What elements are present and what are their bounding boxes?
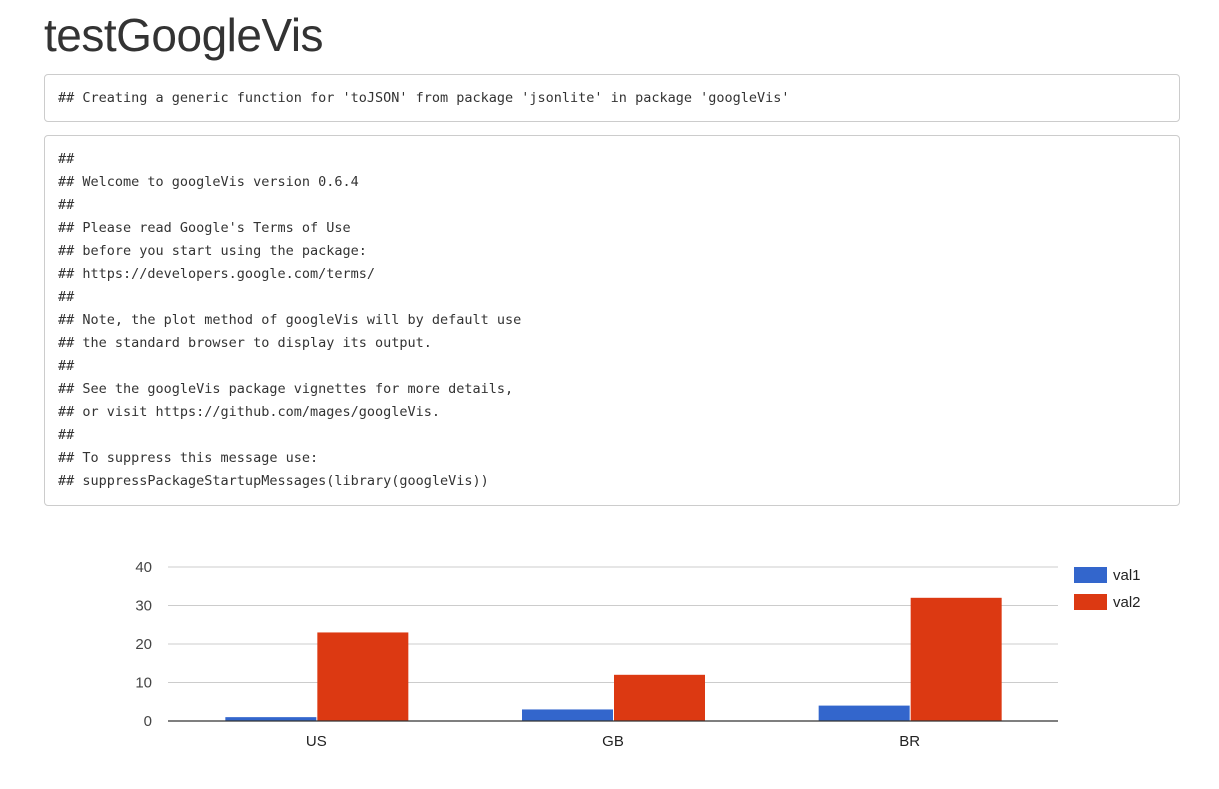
- bar-val2-us: [317, 632, 409, 721]
- code-line: ## or visit https://github.com/mages/goo…: [58, 404, 441, 420]
- chart-canvas: 0 10 20 30 40 US GB BR val1 val2: [135, 559, 1141, 750]
- code-output-block: ## Creating a generic function for 'toJS…: [44, 74, 1180, 122]
- y-tick-label: 10: [135, 675, 152, 692]
- page-title: testGoogleVis: [44, 9, 324, 61]
- legend-swatch-val1: [1074, 567, 1107, 583]
- bar-chart: 0 10 20 30 40 US GB BR val1 val2: [0, 540, 1219, 780]
- code-line: ##: [58, 358, 75, 374]
- code-line: ## the standard browser to display its o…: [58, 335, 432, 351]
- code-line: ## To suppress this message use:: [58, 450, 319, 466]
- code-line: ##: [58, 197, 75, 213]
- code-line: ##: [58, 151, 75, 167]
- code-line: ## See the googleVis package vignettes f…: [58, 381, 514, 397]
- bar-val1-br: [818, 705, 910, 721]
- y-tick-label: 40: [135, 559, 152, 576]
- code-output-text: ## ## Welcome to googleVis version 0.6.4…: [58, 148, 1166, 493]
- legend-label: val2: [1113, 594, 1141, 611]
- x-tick-label: BR: [899, 733, 920, 750]
- bar-val2-gb: [614, 674, 705, 721]
- code-line: ##: [58, 427, 75, 443]
- code-line: ## Note, the plot method of googleVis wi…: [58, 312, 522, 328]
- y-tick-label: 0: [144, 713, 152, 730]
- code-line: ## Please read Google's Terms of Use: [58, 220, 351, 236]
- x-tick-label: GB: [602, 733, 624, 750]
- code-line: ## Creating a generic function for 'toJS…: [58, 90, 790, 106]
- code-line: ## suppressPackageStartupMessages(librar…: [58, 473, 489, 489]
- x-tick-label: US: [306, 733, 327, 750]
- code-line: ## before you start using the package:: [58, 243, 367, 259]
- code-output-text: ## Creating a generic function for 'toJS…: [58, 87, 1166, 110]
- code-output-block: ## ## Welcome to googleVis version 0.6.4…: [44, 135, 1180, 506]
- bar-val1-gb: [522, 709, 613, 721]
- y-tick-label: 20: [135, 636, 152, 653]
- code-line: ## https://developers.google.com/terms/: [58, 266, 375, 282]
- bar-val1-us: [225, 717, 317, 721]
- code-line: ## Welcome to googleVis version 0.6.4: [58, 174, 359, 190]
- legend-label: val1: [1113, 567, 1141, 584]
- bar-val2-br: [910, 597, 1002, 721]
- y-tick-label: 30: [135, 598, 152, 615]
- code-line: ##: [58, 289, 75, 305]
- legend-swatch-val2: [1074, 594, 1107, 610]
